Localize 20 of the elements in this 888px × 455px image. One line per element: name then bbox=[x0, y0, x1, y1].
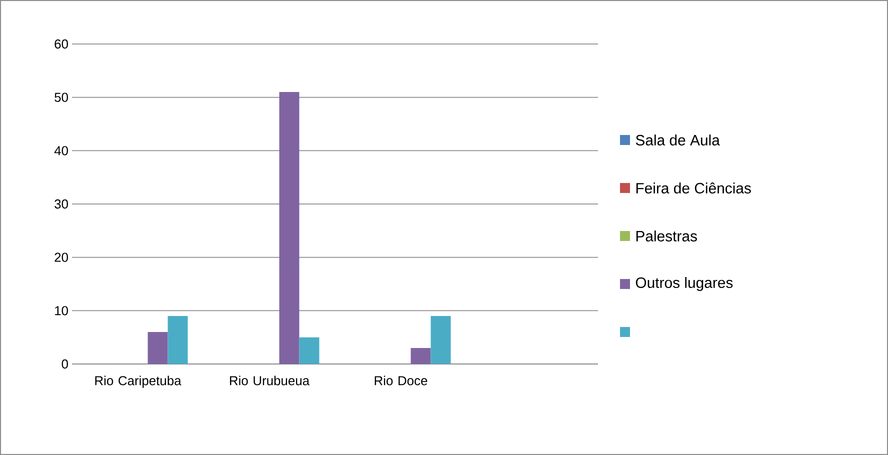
y-tick-label: 40 bbox=[54, 146, 68, 156]
legend-label: Outros lugares bbox=[636, 277, 733, 291]
x-tick-label: Rio Caripetuba bbox=[95, 376, 182, 388]
bar bbox=[279, 92, 300, 364]
bar bbox=[148, 332, 168, 364]
y-tick-label: 0 bbox=[62, 359, 68, 369]
legend-label: Sala de Aula bbox=[636, 134, 720, 146]
x-tick-label: Rio Urubueua bbox=[230, 376, 310, 386]
bar bbox=[168, 316, 188, 364]
y-tick-label: 10 bbox=[55, 306, 68, 316]
legend-label: Palestras bbox=[636, 230, 697, 242]
y-tick-label: 20 bbox=[54, 252, 68, 262]
y-tick-label: 50 bbox=[54, 92, 68, 102]
y-tick-label: 30 bbox=[54, 199, 68, 209]
bar bbox=[299, 337, 320, 364]
y-tick-label: 60 bbox=[54, 39, 68, 49]
bar bbox=[410, 348, 431, 364]
legend-label: Feira de Ciências bbox=[636, 182, 751, 194]
x-tick-label: Rio Doce bbox=[374, 376, 428, 386]
bar bbox=[430, 316, 451, 364]
